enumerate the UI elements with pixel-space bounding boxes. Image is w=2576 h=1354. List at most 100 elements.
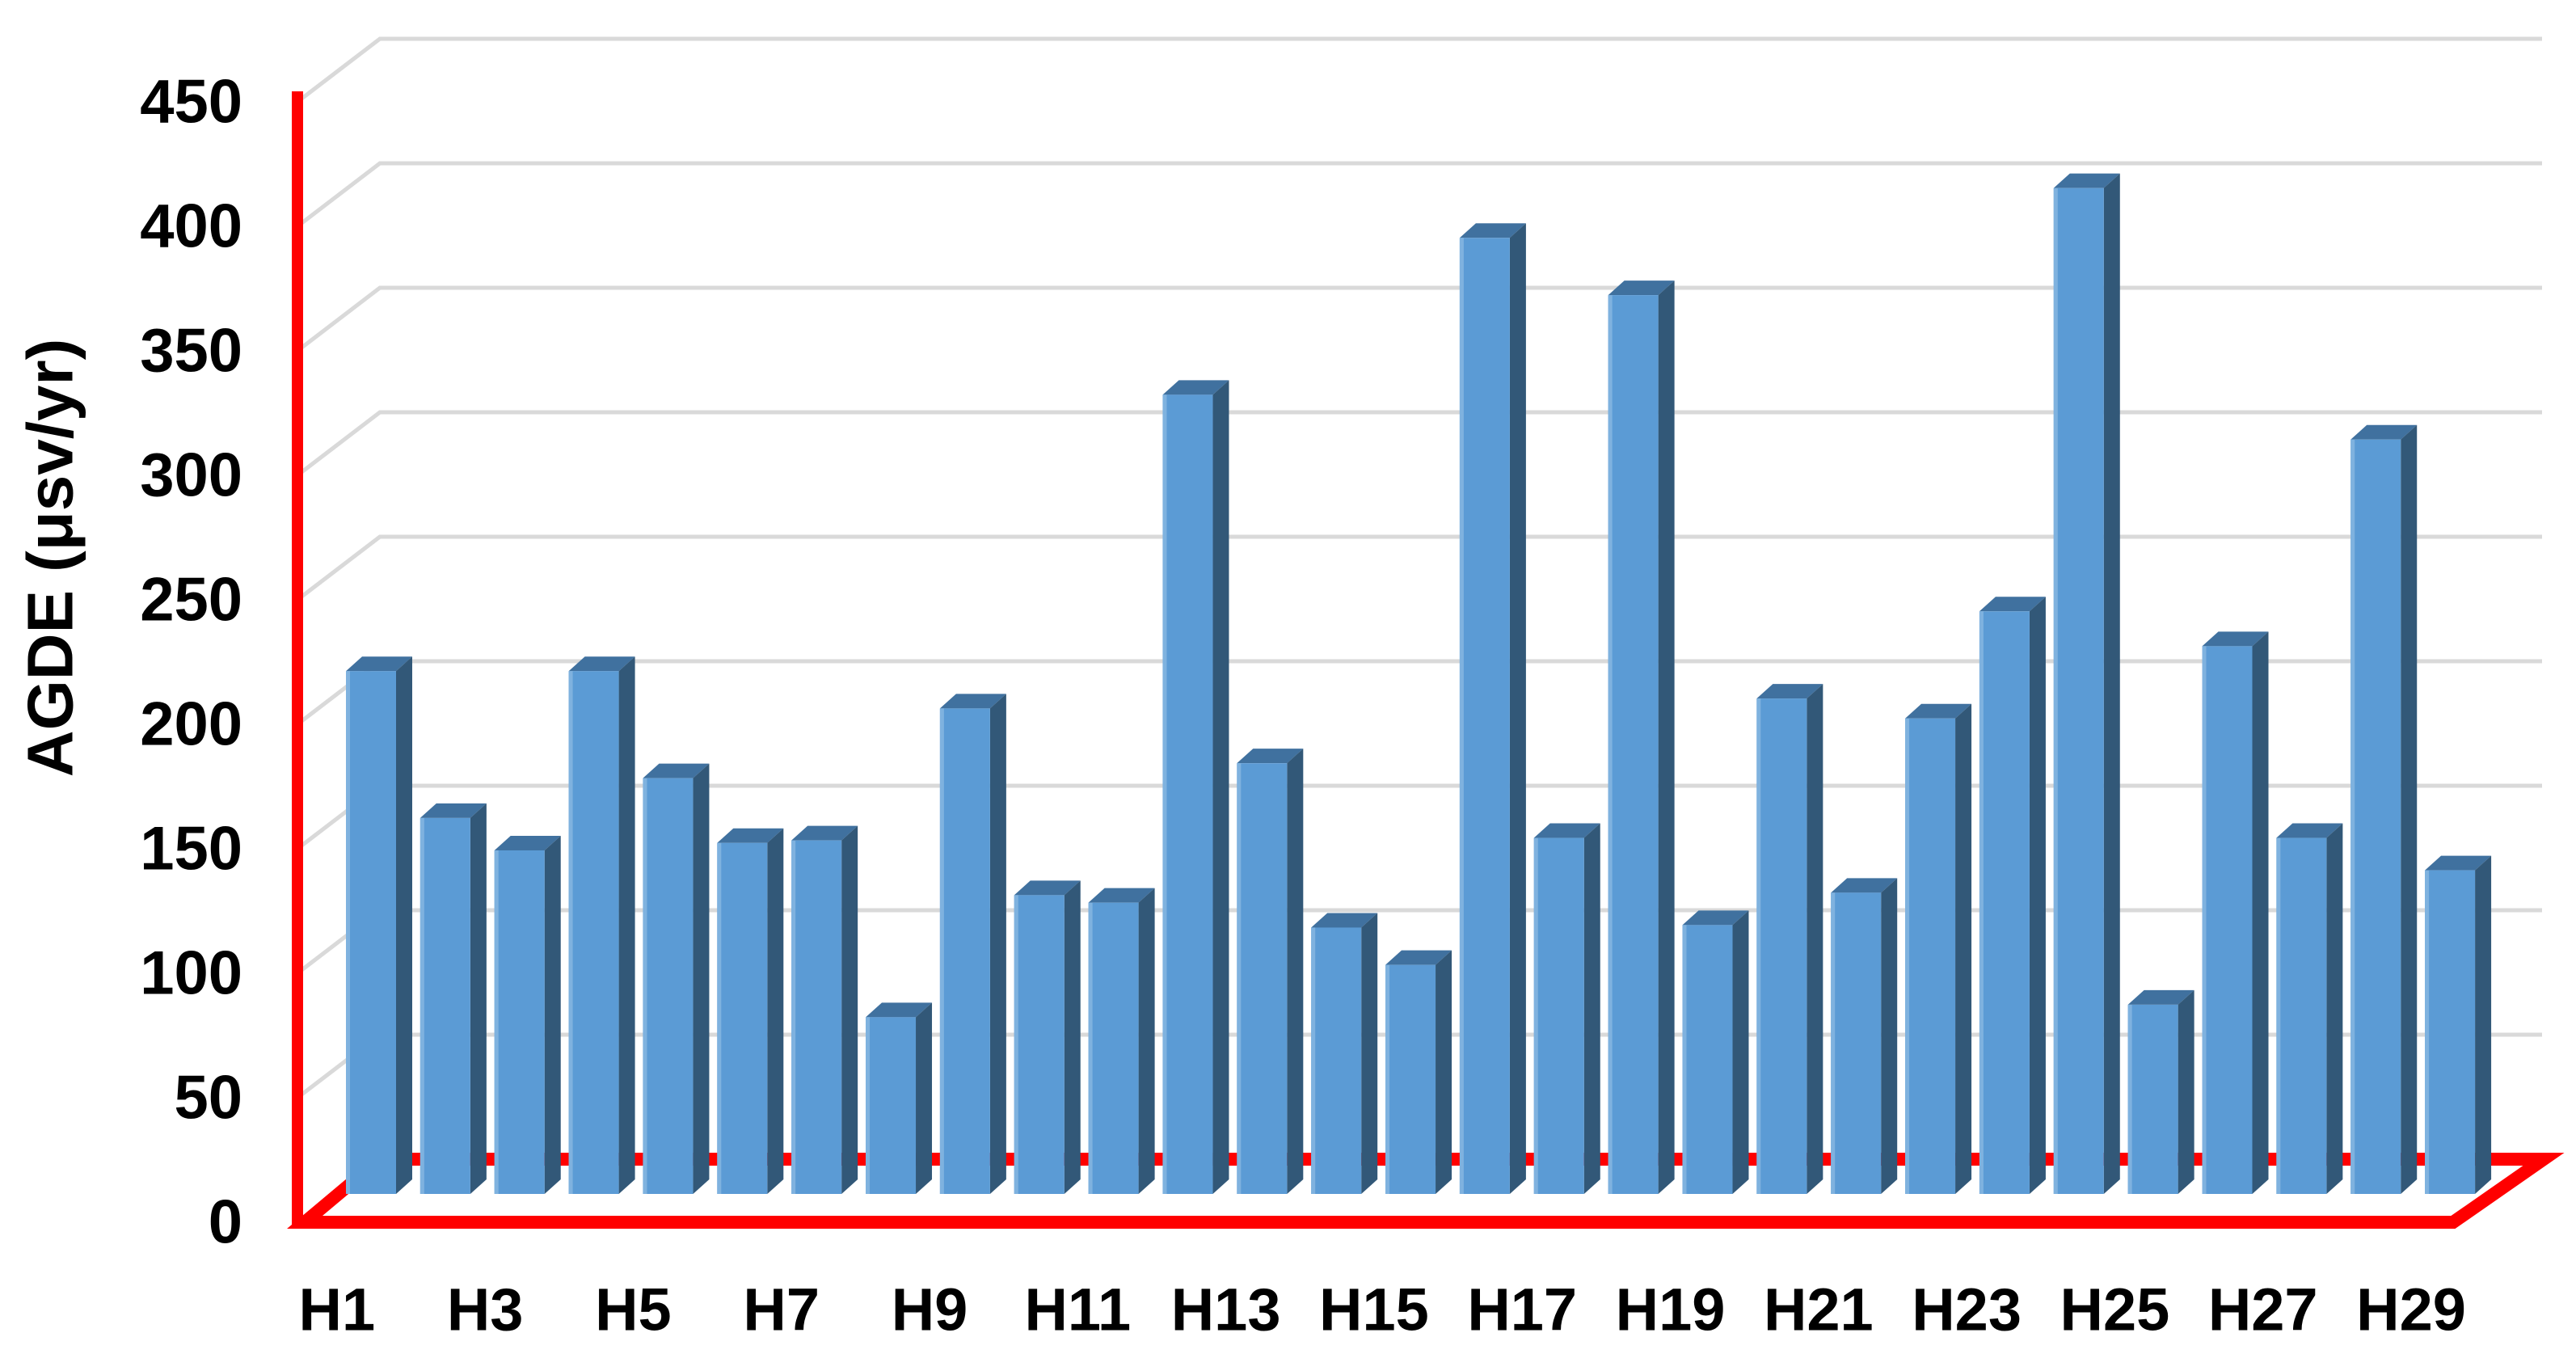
y-tick-label: 150 [140, 815, 242, 884]
bar-front-face [1608, 295, 1659, 1194]
bar-top-face [1979, 597, 2046, 612]
bar-front-face [1905, 718, 1956, 1194]
bar [939, 694, 1006, 1194]
bar-top-face [1608, 281, 1675, 296]
bar-side-face [1361, 913, 1378, 1194]
bar-left-highlight [2053, 188, 2058, 1195]
bar-side-face [1583, 823, 1600, 1194]
bar-left-highlight [1905, 718, 1910, 1194]
bar-side-face [693, 763, 710, 1194]
bar-side-face [1881, 878, 1898, 1194]
bar-top-face [1756, 684, 1823, 699]
bar-front-face [1533, 837, 1584, 1194]
bar [1756, 684, 1823, 1194]
bar-front-face [1311, 927, 1362, 1194]
bar-top-face [1682, 910, 1749, 926]
bar-front-face [643, 778, 694, 1194]
bar [1682, 910, 1749, 1194]
y-axis-title: AGDE (μsv/yr) [15, 339, 86, 777]
bar-front-face [1237, 763, 1288, 1194]
bar-side-face [1064, 880, 1081, 1194]
bar-front-face [2127, 1004, 2178, 1194]
bar-front-face [1014, 895, 1065, 1194]
bar-front-face [939, 708, 990, 1194]
bar [1459, 223, 1526, 1194]
bar-side-face [544, 835, 561, 1194]
y-tick-label: 300 [140, 441, 242, 510]
bar-top-face [1014, 880, 1081, 896]
x-category-label: H11 [1024, 1276, 1131, 1343]
bar-side-face [2401, 424, 2418, 1194]
y-tick-label: 100 [140, 939, 242, 1008]
bar [1608, 281, 1675, 1194]
x-category-label: H5 [595, 1276, 672, 1343]
bar-left-highlight [2425, 870, 2430, 1194]
bar-left-highlight [2202, 646, 2207, 1194]
bar-side-face [396, 656, 412, 1194]
y-tick-label: 350 [140, 317, 242, 386]
bar-top-face [2350, 424, 2418, 440]
bar-top-face [2425, 855, 2492, 871]
bar-left-highlight [346, 671, 350, 1194]
bar [1162, 380, 1229, 1194]
bar-left-highlight [791, 840, 796, 1194]
bar-left-highlight [419, 817, 424, 1194]
bar-left-highlight [939, 708, 944, 1194]
gridline [296, 534, 2542, 601]
y-tick-label: 50 [174, 1064, 242, 1133]
x-category-label: H15 [1319, 1276, 1429, 1343]
bar-front-face [866, 1017, 917, 1194]
bar-left-highlight [1682, 925, 1687, 1194]
bars-layer [346, 173, 2492, 1195]
y-tick-label: 400 [140, 192, 242, 261]
bar [568, 656, 635, 1194]
y-axis-line [292, 91, 303, 1229]
bar-side-face [1955, 703, 1972, 1194]
bar-top-face [419, 803, 487, 818]
bar-left-highlight [643, 778, 647, 1194]
x-category-label: H19 [1616, 1276, 1726, 1343]
bar [1905, 703, 1972, 1194]
bar [346, 656, 412, 1194]
bar-left-highlight [1014, 895, 1018, 1194]
bar-side-face [2252, 631, 2269, 1194]
y-tick-label: 200 [140, 690, 242, 759]
bar-left-highlight [1533, 837, 1538, 1194]
x-category-label: H29 [2356, 1276, 2466, 1343]
bar [1088, 888, 1155, 1194]
bar-left-highlight [494, 850, 499, 1194]
x-category-label: H21 [1764, 1276, 1874, 1343]
bar-top-face [1385, 950, 1452, 965]
bar-side-face [2326, 823, 2343, 1194]
bar-front-face [1459, 238, 1510, 1194]
axis-layer [292, 91, 303, 1229]
bar-left-highlight [717, 842, 722, 1194]
bar-top-face [1905, 703, 1972, 719]
bar-top-face [2127, 989, 2194, 1005]
bar-top-face [2276, 823, 2343, 838]
bar-top-face [1459, 223, 1526, 238]
x-category-label: H27 [2208, 1276, 2318, 1343]
bar-left-highlight [1608, 295, 1613, 1194]
bar-top-face [866, 1002, 933, 1018]
bar-top-face [2202, 631, 2269, 647]
bar-top-face [494, 835, 561, 850]
bar-side-face [1807, 684, 1823, 1194]
bar-side-face [618, 656, 635, 1194]
bar-front-face [1682, 925, 1733, 1194]
bar-side-face [1732, 910, 1749, 1194]
bar-front-face [1756, 698, 1807, 1194]
bar-left-highlight [1459, 238, 1464, 1194]
bar-side-face [1287, 749, 1304, 1194]
bar [1533, 823, 1600, 1194]
bar-top-face [1088, 888, 1155, 903]
bar-top-face [568, 656, 635, 672]
x-category-label: H1 [299, 1276, 376, 1343]
bar-top-face [643, 763, 710, 778]
bar-top-face [717, 828, 784, 843]
bar [1831, 878, 1898, 1194]
bar-front-face [494, 850, 545, 1194]
bar-side-face [841, 825, 858, 1194]
